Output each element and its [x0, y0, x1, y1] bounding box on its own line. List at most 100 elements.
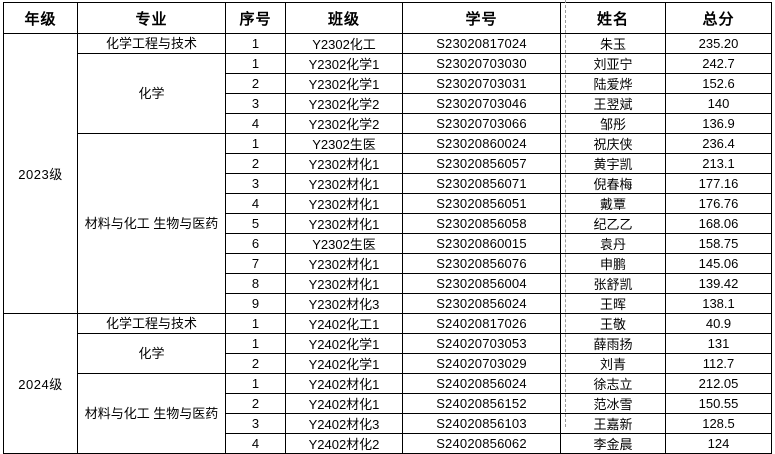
- cell-score: 136.9: [665, 113, 772, 134]
- table-header-row: 年级 专业 序号 班级 学号 姓名 总分: [3, 2, 772, 34]
- cell-grade-group: 2023级: [3, 33, 78, 314]
- cell-seq: 1: [225, 133, 286, 154]
- cell-seq: 2: [225, 153, 286, 174]
- cell-class: Y2302化工: [285, 33, 403, 54]
- cell-name: 祝庆侠: [560, 133, 666, 154]
- cell-name: 薛雨扬: [560, 333, 666, 354]
- cell-name: 邹彤: [560, 113, 666, 134]
- cell-seq: 4: [225, 433, 286, 454]
- table-row: 9 Y2302材化3 S23020856024 王晖 138.1: [4, 293, 772, 314]
- cell-sid: S23020703046: [402, 93, 561, 114]
- cell-score: 158.75: [665, 233, 772, 254]
- cell-name: 刘亚宁: [560, 53, 666, 74]
- column-header-major: 专业: [77, 2, 226, 34]
- cell-sid: S23020856057: [402, 153, 561, 174]
- cell-score: 140: [665, 93, 772, 114]
- cell-class: Y2302材化1: [285, 213, 403, 234]
- cell-seq: 7: [225, 253, 286, 274]
- cell-name: 王晖: [560, 293, 666, 314]
- cell-class: Y2302化学1: [285, 73, 403, 94]
- cell-sid: S23020856071: [402, 173, 561, 194]
- cell-grade-group: 2024级: [3, 313, 78, 454]
- cell-score: 145.06: [665, 253, 772, 274]
- cell-class: Y2302生医: [285, 133, 403, 154]
- cell-seq: 3: [225, 93, 286, 114]
- cell-sid: S23020703030: [402, 53, 561, 74]
- cell-sid: S24020703029: [402, 353, 561, 374]
- column-header-score: 总分: [665, 2, 772, 34]
- cell-sid: S23020860024: [402, 133, 561, 154]
- cell-class: Y2402材化2: [285, 433, 403, 454]
- cell-class: Y2302材化1: [285, 193, 403, 214]
- table-row: 2023级 化学工程与技术 1 Y2302化工 S23020817024 朱玉 235.20: [3, 33, 772, 314]
- cell-class: Y2402化学1: [285, 353, 403, 374]
- cell-score: 242.7: [665, 53, 772, 74]
- cell-score: 131: [665, 333, 772, 354]
- cell-score: 40.9: [665, 313, 772, 334]
- cell-seq: 5: [225, 213, 286, 234]
- cell-name: 袁丹: [560, 233, 666, 254]
- cell-major-group: 化学: [77, 333, 226, 374]
- cell-major-group: 材料与化工 生物与医药: [77, 373, 226, 454]
- table-row: 2024级 化学工程与技术 1 Y2402化工1 S24020817026 王敬 40.9: [3, 313, 772, 454]
- cell-score: 139.42: [665, 273, 772, 294]
- cell-name: 张舒凯: [560, 273, 666, 294]
- cell-name: 倪春梅: [560, 173, 666, 194]
- cell-seq: 2: [225, 353, 286, 374]
- cell-seq: 1: [225, 333, 286, 354]
- cell-seq: 4: [225, 113, 286, 134]
- cell-class: Y2402材化1: [285, 393, 403, 414]
- table-body: 2023级 化学工程与技术 1 Y2302化工 S23020817024 朱玉 235.20…: [3, 33, 772, 454]
- cell-name: 黄宇凯: [560, 153, 666, 174]
- cell-seq: 1: [225, 53, 286, 74]
- column-header-seq: 序号: [225, 2, 286, 34]
- cell-sid: S23020703031: [402, 73, 561, 94]
- cell-name: 王敬: [560, 313, 666, 334]
- cell-major-group: 化学: [77, 53, 226, 134]
- cell-sid: S23020856004: [402, 273, 561, 294]
- cell-name: 朱玉: [560, 33, 666, 54]
- cell-sid: S24020856103: [402, 413, 561, 434]
- cell-score: 168.06: [665, 213, 772, 234]
- cell-class: Y2302材化1: [285, 273, 403, 294]
- cell-score: 177.16: [665, 173, 772, 194]
- cell-seq: 1: [225, 33, 286, 54]
- cell-sid: S23020817024: [402, 33, 561, 54]
- cell-seq: 4: [225, 193, 286, 214]
- cell-sid: S23020860015: [402, 233, 561, 254]
- cell-class: Y2402化工1: [285, 313, 403, 334]
- cell-name: 申鹏: [560, 253, 666, 274]
- spreadsheet-sheet: 年级 专业 序号 班级 学号 姓名 总分 2023级 化学工程与技术 1 Y2302化…: [3, 2, 772, 454]
- cell-name: 徐志立: [560, 373, 666, 394]
- cell-major-group: 化学工程与技术: [77, 33, 226, 54]
- cell-major-group: 材料与化工 生物与医药: [77, 133, 226, 314]
- column-header-sid: 学号: [402, 2, 561, 34]
- table-row: 化学 1 Y2302化学1 S23020703030 刘亚宁 242.7: [4, 53, 772, 134]
- cell-name: 戴覃: [560, 193, 666, 214]
- table-row: 8 Y2302材化1 S23020856004 张舒凯 139.42: [4, 273, 772, 294]
- cell-sid: S24020856062: [402, 433, 561, 454]
- cell-class: Y2402化学1: [285, 333, 403, 354]
- cell-score: 138.1: [665, 293, 772, 314]
- cell-class: Y2302化学2: [285, 93, 403, 114]
- grade-score-table: 年级 专业 序号 班级 学号 姓名 总分 2023级 化学工程与技术 1 Y2302化…: [3, 2, 772, 454]
- cell-seq: 3: [225, 173, 286, 194]
- table-row: 2 Y2402化学1 S24020703029 刘青 112.7: [4, 353, 772, 374]
- cell-score: 150.55: [665, 393, 772, 414]
- cell-class: Y2302化学2: [285, 113, 403, 134]
- cell-name: 王嘉新: [560, 413, 666, 434]
- cell-sid: S23020703066: [402, 113, 561, 134]
- cell-score: 128.5: [665, 413, 772, 434]
- column-header-grade: 年级: [3, 2, 78, 34]
- cell-sid: S24020856024: [402, 373, 561, 394]
- cell-score: 213.1: [665, 153, 772, 174]
- cell-sid: S23020856024: [402, 293, 561, 314]
- cell-class: Y2302化学1: [285, 53, 403, 74]
- table-row: 材料与化工 生物与医药 1 Y2302生医 S23020860024 祝庆侠 236.4: [4, 133, 772, 314]
- table-row: 材料与化工 生物与医药 1 Y2402材化1 S24020856024 徐志立 212.0…: [4, 373, 772, 454]
- column-header-class: 班级: [285, 2, 403, 34]
- cell-sid: S23020856058: [402, 213, 561, 234]
- cell-seq: 6: [225, 233, 286, 254]
- cell-sid: S24020817026: [402, 313, 561, 334]
- cell-score: 235.20: [665, 33, 772, 54]
